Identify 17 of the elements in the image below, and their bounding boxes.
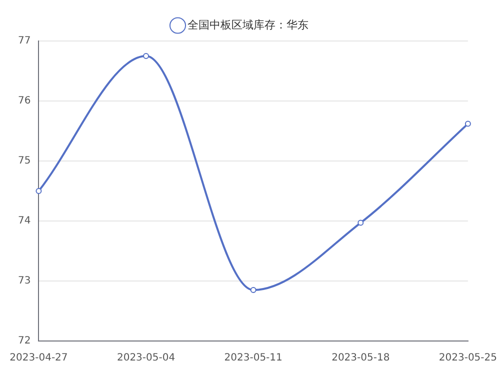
point xyxy=(250,287,256,293)
x-tick-label: 2023-05-04 xyxy=(116,352,176,364)
x-tick-label: 2023-05-18 xyxy=(332,352,390,364)
point xyxy=(143,53,150,59)
point xyxy=(464,120,471,127)
point xyxy=(36,188,42,194)
y-tick-label: 77 xyxy=(18,36,31,47)
y-tick-label: 72 xyxy=(18,336,31,347)
y-tick-label: 73 xyxy=(18,276,31,287)
x-tick-label: 2023-05-11 xyxy=(224,352,282,364)
x-tick-label: 2023-05-25 xyxy=(438,352,498,364)
y-tick-label: 76 xyxy=(18,96,31,107)
point xyxy=(358,220,364,226)
y-tick-label: 74 xyxy=(18,216,31,227)
y-tick-label: 75 xyxy=(18,156,31,167)
x-tick-label: 2023-04-27 xyxy=(10,352,68,364)
legend-label: 全国中板区域库存：华东 xyxy=(187,18,308,32)
